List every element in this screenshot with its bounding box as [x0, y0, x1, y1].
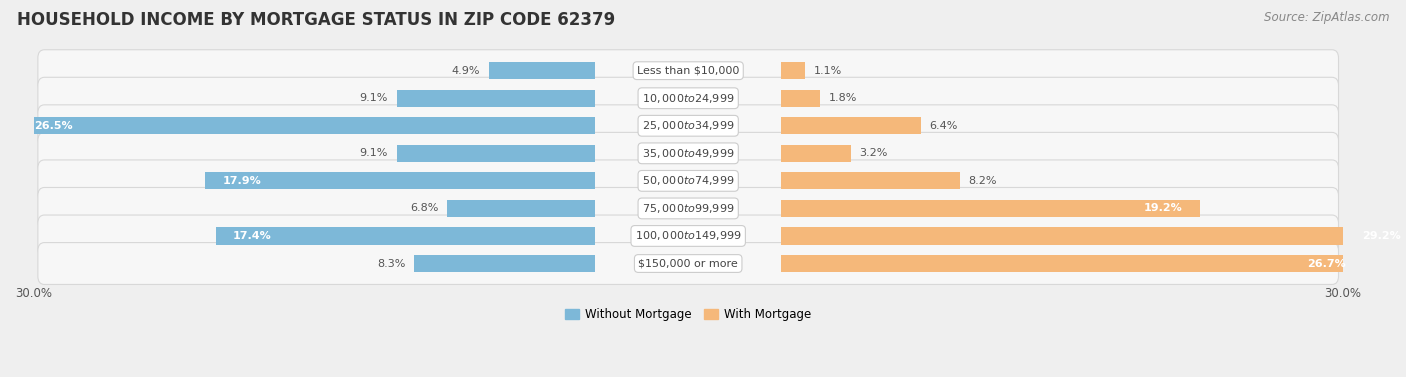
- FancyBboxPatch shape: [38, 132, 1339, 174]
- Bar: [780, 172, 960, 189]
- Text: 26.5%: 26.5%: [35, 121, 73, 131]
- Text: Source: ZipAtlas.com: Source: ZipAtlas.com: [1264, 11, 1389, 24]
- Bar: [780, 145, 851, 162]
- Text: $25,000 to $34,999: $25,000 to $34,999: [643, 119, 734, 132]
- Text: 1.8%: 1.8%: [830, 93, 858, 103]
- Text: 6.8%: 6.8%: [411, 204, 439, 213]
- Text: 17.9%: 17.9%: [222, 176, 262, 186]
- Text: 9.1%: 9.1%: [360, 148, 388, 158]
- Bar: [396, 145, 595, 162]
- Bar: [780, 90, 820, 107]
- Text: $35,000 to $49,999: $35,000 to $49,999: [643, 147, 734, 160]
- FancyBboxPatch shape: [38, 187, 1339, 229]
- Bar: [215, 227, 595, 245]
- Text: 8.2%: 8.2%: [969, 176, 997, 186]
- FancyBboxPatch shape: [38, 242, 1339, 285]
- Bar: [205, 172, 595, 189]
- Text: $100,000 to $149,999: $100,000 to $149,999: [636, 230, 741, 242]
- Bar: [415, 255, 595, 272]
- Text: 3.2%: 3.2%: [859, 148, 887, 158]
- Bar: [780, 200, 1199, 217]
- Text: 8.3%: 8.3%: [377, 259, 405, 268]
- Text: 6.4%: 6.4%: [929, 121, 957, 131]
- Text: 1.1%: 1.1%: [814, 66, 842, 76]
- Text: HOUSEHOLD INCOME BY MORTGAGE STATUS IN ZIP CODE 62379: HOUSEHOLD INCOME BY MORTGAGE STATUS IN Z…: [17, 11, 614, 29]
- Text: 9.1%: 9.1%: [360, 93, 388, 103]
- Bar: [17, 117, 595, 134]
- Bar: [396, 90, 595, 107]
- Text: $75,000 to $99,999: $75,000 to $99,999: [643, 202, 734, 215]
- Text: 4.9%: 4.9%: [451, 66, 479, 76]
- FancyBboxPatch shape: [38, 77, 1339, 119]
- Bar: [780, 255, 1364, 272]
- Text: 19.2%: 19.2%: [1143, 204, 1182, 213]
- Text: 17.4%: 17.4%: [233, 231, 271, 241]
- Text: Less than $10,000: Less than $10,000: [637, 66, 740, 76]
- Bar: [488, 62, 595, 79]
- FancyBboxPatch shape: [38, 50, 1339, 92]
- Text: 29.2%: 29.2%: [1362, 231, 1400, 241]
- Legend: Without Mortgage, With Mortgage: Without Mortgage, With Mortgage: [561, 303, 815, 326]
- Bar: [780, 62, 806, 79]
- FancyBboxPatch shape: [38, 160, 1339, 202]
- Bar: [780, 227, 1406, 245]
- FancyBboxPatch shape: [38, 105, 1339, 147]
- Bar: [780, 117, 921, 134]
- Text: $150,000 or more: $150,000 or more: [638, 259, 738, 268]
- Bar: [447, 200, 595, 217]
- Text: 26.7%: 26.7%: [1308, 259, 1346, 268]
- Text: $50,000 to $74,999: $50,000 to $74,999: [643, 175, 734, 187]
- Text: $10,000 to $24,999: $10,000 to $24,999: [643, 92, 734, 105]
- FancyBboxPatch shape: [38, 215, 1339, 257]
